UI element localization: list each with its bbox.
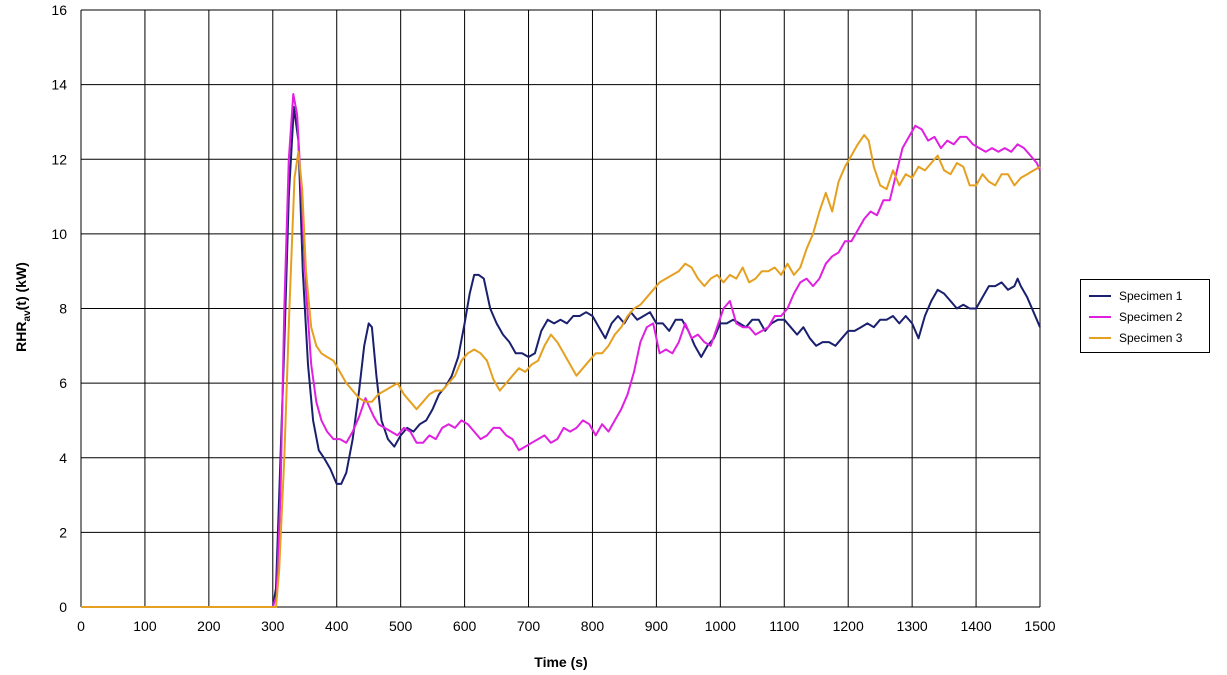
legend-label: Specimen 2 [1119,310,1183,324]
y-tick-label: 4 [59,450,67,466]
y-axis-title: RHRav(t) (kW) [13,262,33,352]
x-tick-label: 1200 [833,618,864,634]
x-tick-label: 400 [325,618,349,634]
legend-label: Specimen 3 [1119,331,1183,345]
series-line-specimen-3 [81,134,1041,608]
legend-item-specimen-3: Specimen 3 [1089,328,1182,348]
y-tick-label: 2 [59,524,67,540]
series-line-specimen-1 [81,106,1041,608]
x-tick-label: 1400 [960,618,991,634]
y-tick-label: 16 [51,2,67,18]
legend-item-specimen-2: Specimen 2 [1089,307,1182,327]
y-tick-labels: 0 2 4 6 8 10 12 14 16 [51,2,67,615]
x-tick-label: 200 [197,618,221,634]
legend-swatch [1089,316,1111,318]
x-tick-label: 1500 [1024,618,1055,634]
y-tick-label: 10 [51,226,67,242]
series-line-specimen-2 [81,93,1041,608]
y-tick-label: 8 [59,301,67,317]
gridlines [80,9,1041,608]
y-tick-label: 14 [51,77,67,93]
x-tick-label: 1000 [705,618,736,634]
x-tick-label: 1300 [897,618,928,634]
legend-label: Specimen 1 [1119,289,1183,303]
x-tick-label: 300 [261,618,285,634]
series-lines [81,93,1041,608]
y-tick-label: 6 [59,375,67,391]
y-tick-label: 0 [59,599,67,615]
x-tick-label: 500 [389,618,413,634]
legend: Specimen 1 Specimen 2 Specimen 3 [1080,279,1210,353]
x-tick-label: 900 [645,618,669,634]
x-tick-label: 800 [581,618,605,634]
x-tick-label: 600 [453,618,477,634]
legend-item-specimen-1: Specimen 1 [1089,286,1182,306]
x-tick-labels: 0 100 200 300 400 500 600 700 800 900 1000 1100 1200… [77,618,1056,634]
legend-swatch [1089,337,1111,339]
y-tick-label: 12 [51,151,67,167]
x-tick-label: 1100 [769,618,799,634]
legend-swatch [1089,295,1111,297]
x-tick-label: 700 [517,618,541,634]
x-tick-label: 100 [133,618,157,634]
x-tick-label: 0 [77,618,85,634]
x-axis-title: Time (s) [534,654,587,670]
